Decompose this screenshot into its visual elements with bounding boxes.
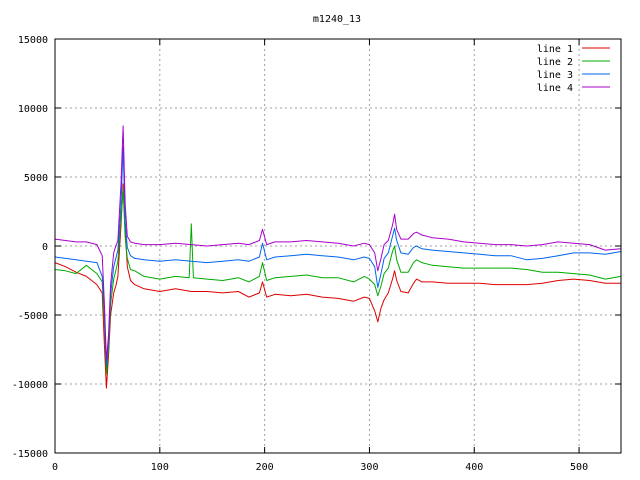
series-line-2 xyxy=(54,188,622,375)
x-tick-label: 300 xyxy=(360,462,378,473)
legend: line 1 line 2 line 3 line 4 xyxy=(537,44,610,94)
y-tick-label: 0 xyxy=(42,242,48,253)
legend-label: line 2 xyxy=(537,57,573,68)
legend-label: line 3 xyxy=(537,70,573,81)
series-line-1 xyxy=(54,183,621,389)
chart-title: m1240_13 xyxy=(313,14,361,25)
legend-label: line 1 xyxy=(537,44,573,55)
x-tick-label: 200 xyxy=(256,462,274,473)
plot-frame xyxy=(54,38,622,454)
x-tick-label: 100 xyxy=(151,462,169,473)
series-line-4 xyxy=(54,125,622,361)
axis-ticks: 0 100 200 300 400 500 -15000 -10000 -5000 0 5000 10… xyxy=(12,35,621,473)
x-tick-label: 0 xyxy=(52,462,58,473)
legend-label: line 4 xyxy=(537,83,573,94)
x-tick-label: 400 xyxy=(465,462,483,473)
y-tick-label: -5000 xyxy=(18,311,48,322)
x-tick-label: 500 xyxy=(570,462,588,473)
y-tick-label: 15000 xyxy=(18,35,48,46)
y-tick-label: 5000 xyxy=(24,173,48,184)
y-tick-label: -15000 xyxy=(12,449,48,460)
grid xyxy=(55,39,621,453)
series-lines xyxy=(54,125,622,389)
y-tick-label: 10000 xyxy=(18,104,48,115)
series-line-3 xyxy=(54,146,622,367)
y-tick-label: -10000 xyxy=(12,380,48,391)
